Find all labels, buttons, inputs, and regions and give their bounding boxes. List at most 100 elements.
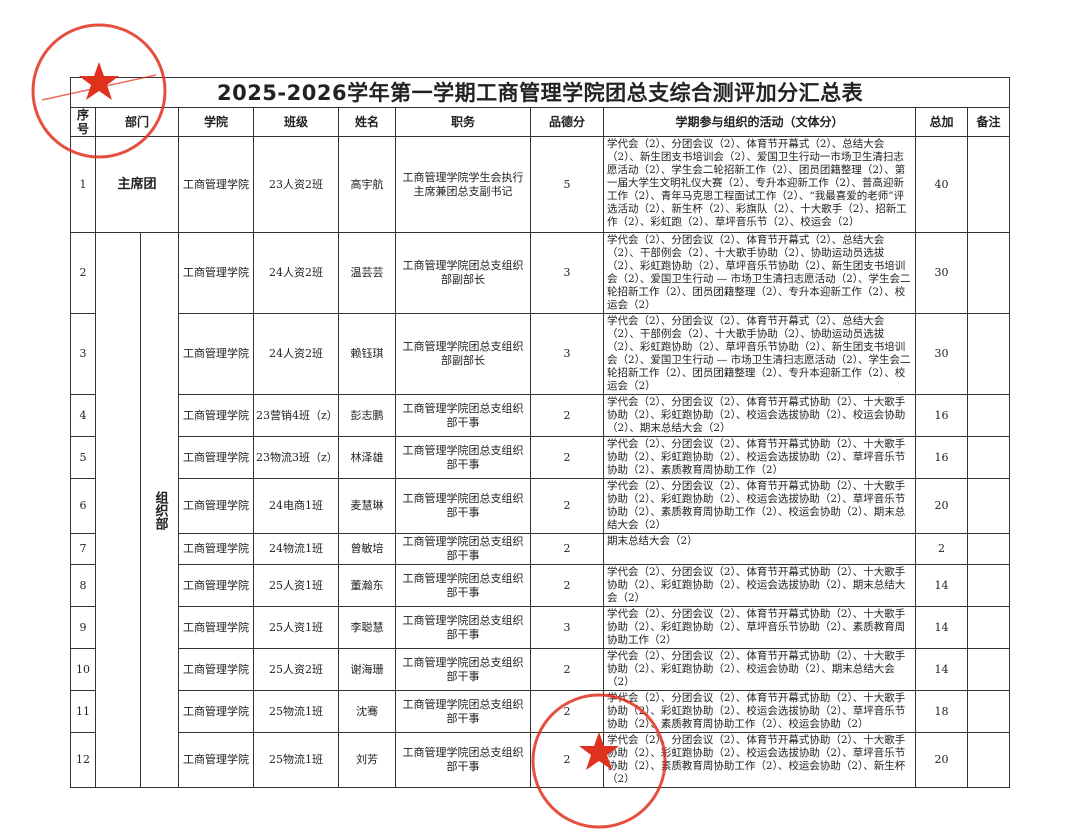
college-cell: 工商管理学院 [178,478,254,534]
activities-cell: 学代会（2）、分团会议（2）、体育节开幕式协助（2）、十大歌手协助（2）、彩虹跑… [603,564,916,607]
position-cell: 工商管理学院团总支组织部干事 [395,732,531,788]
position-cell: 工商管理学院团总支组织部干事 [395,648,531,691]
moral-score-cell: 3 [530,232,604,314]
remarks-cell [966,436,1011,479]
table-row: 10 工商管理学院 25人资2班 谢海珊 工商管理学院团总支组织部干事 2 学代会（2）、分… [70,648,1011,691]
position-cell: 工商管理学院团总支组织部干事 [395,533,531,565]
college-cell: 工商管理学院 [178,394,254,437]
total-cell: 18 [915,690,968,733]
total-cell: 20 [915,478,968,534]
class-cell: 24人资2班 [253,313,339,395]
remarks-cell [966,313,1011,395]
row-index: 8 [70,564,96,607]
moral-score-cell: 3 [530,606,604,649]
row-index: 2 [70,232,96,314]
college-cell: 工商管理学院 [178,606,254,649]
name-cell: 麦慧琳 [338,478,396,534]
name-cell: 沈骞 [338,690,396,733]
total-cell: 14 [915,648,968,691]
position-cell: 工商管理学院团总支组织部干事 [395,436,531,479]
header-total: 总加 [915,107,968,137]
activities-cell: 学代会（2）、分团会议（2）、体育节开幕式协助（2）、十大歌手协助（2）、彩虹跑… [603,436,916,479]
activities-cell: 学代会（2）、分团会议（2）、体育节开幕式协助（2）、十大歌手协助（2）、彩虹跑… [603,690,916,733]
name-cell: 高宇航 [338,136,396,233]
row-index: 12 [70,732,96,788]
header-name: 姓名 [338,107,396,137]
header-class: 班级 [253,107,339,137]
remarks-cell [966,648,1011,691]
name-cell: 董瀚东 [338,564,396,607]
position-cell: 工商管理学院团总支组织部干事 [395,606,531,649]
class-cell: 25物流1班 [253,732,339,788]
moral-score-cell: 2 [530,690,604,733]
name-cell: 刘芳 [338,732,396,788]
activities-cell: 学代会（2）、分团会议（2）、体育节开幕式协助（2）、十大歌手协助（2）、彩虹跑… [603,394,916,437]
activities-cell: 学代会（2）、分团会议（2）、体育节开幕式（2）、总结大会（2）、干部例会（2）… [603,313,916,395]
table-row: 6 工商管理学院 24电商1班 麦慧琳 工商管理学院团总支组织部干事 2 学代会（2）、分团… [70,478,1011,534]
row-index: 6 [70,478,96,534]
activities-cell: 学代会（2）、分团会议（2）、体育节开幕式（2）、总结大会（2）、干部例会（2）… [603,232,916,314]
class-cell: 25人资1班 [253,606,339,649]
college-cell: 工商管理学院 [178,690,254,733]
class-cell: 25人资1班 [253,564,339,607]
name-cell: 温芸芸 [338,232,396,314]
table-row: 1 主席团 工商管理学院 23人资2班 高宇航 工商管理学院学生会执行主席兼团总支副书记 5… [70,136,1011,233]
table-row: 12 工商管理学院 25物流1班 刘芳 工商管理学院团总支组织部干事 2 学代会（2）、分团… [70,732,1011,788]
college-cell: 工商管理学院 [178,533,254,565]
name-cell: 曾敏培 [338,533,396,565]
header-college: 学院 [178,107,254,137]
department-presidium: 主席团 [95,136,179,233]
total-cell: 30 [915,313,968,395]
college-cell: 工商管理学院 [178,136,254,233]
position-cell: 工商管理学院团总支组织部副部长 [395,232,531,314]
college-cell: 工商管理学院 [178,313,254,395]
total-cell: 16 [915,436,968,479]
row-index: 3 [70,313,96,395]
activities-cell: 学代会（2）、分团会议（2）、体育节开幕式协助（2）、十大歌手协助（2）、彩虹跑… [603,478,916,534]
college-cell: 工商管理学院 [178,564,254,607]
row-index: 4 [70,394,96,437]
header-index: 序号 [70,107,96,137]
remarks-cell [966,478,1011,534]
table-row: 3 工商管理学院 24人资2班 赖钰琪 工商管理学院团总支组织部副部长 3 学代会（2）、分… [70,313,1011,395]
total-cell: 2 [915,533,968,565]
college-cell: 工商管理学院 [178,436,254,479]
table-body: 1 主席团 工商管理学院 23人资2班 高宇航 工商管理学院学生会执行主席兼团总支副书记 5… [70,136,1011,788]
college-cell: 工商管理学院 [178,648,254,691]
remarks-cell [966,232,1011,314]
activities-cell: 期末总结大会（2） [603,533,916,565]
moral-score-cell: 5 [530,136,604,233]
class-cell: 25物流1班 [253,690,339,733]
row-index: 11 [70,690,96,733]
page-title: 2025-2026学年第一学期工商管理学院团总支综合测评加分汇总表 [69,77,1011,108]
position-cell: 工商管理学院学生会执行主席兼团总支副书记 [395,136,531,233]
position-cell: 工商管理学院团总支组织部干事 [395,690,531,733]
moral-score-cell: 2 [530,648,604,691]
total-cell: 14 [915,564,968,607]
table-row: 5 工商管理学院 23物流3班（z） 林泽雄 工商管理学院团总支组织部干事 2 学代会（2）… [70,436,1011,479]
name-cell: 彭志鹏 [338,394,396,437]
activities-cell: 学代会（2）、分团会议（2）、体育节开幕式（2）、总结大会（2）、新生团支书培训… [603,136,916,233]
header-row: 序号 部门 学院 班级 姓名 职务 品德分 学期参与组织的活动（文体分） 总加 … [70,107,1011,137]
class-cell: 23营销4班（z） [253,394,339,437]
remarks-cell [966,533,1011,565]
table-row: 11 工商管理学院 25物流1班 沈骞 工商管理学院团总支组织部干事 2 学代会（2）、分团… [70,690,1011,733]
moral-score-cell: 2 [530,394,604,437]
table-row: 2 组织部 工商管理学院 24人资2班 温芸芸 工商管理学院团总支组织部副部长 3 学代会（2… [70,232,1011,788]
activities-cell: 学代会（2）、分团会议（2）、体育节开幕式协助（2）、十大歌手协助（2）、彩虹跑… [603,732,916,788]
table-row: 8 工商管理学院 25人资1班 董瀚东 工商管理学院团总支组织部干事 2 学代会（2）、分团… [70,564,1011,607]
table-row: 4 工商管理学院 23营销4班（z） 彭志鹏 工商管理学院团总支组织部干事 2 学代会（2）… [70,394,1011,437]
position-cell: 工商管理学院团总支组织部干事 [395,394,531,437]
class-cell: 23物流3班（z） [253,436,339,479]
activities-cell: 学代会（2）、分团会议（2）、体育节开幕式协助（2）、十大歌手协助（2）、彩虹跑… [603,648,916,691]
row-index: 10 [70,648,96,691]
moral-score-cell: 2 [530,478,604,534]
total-cell: 16 [915,394,968,437]
name-cell: 林泽雄 [338,436,396,479]
moral-score-cell: 2 [530,564,604,607]
row-index: 1 [70,136,96,233]
activities-cell: 学代会（2）、分团会议（2）、体育节开幕式协助（2）、十大歌手协助（2）、彩虹跑… [603,606,916,649]
moral-score-cell: 3 [530,313,604,395]
college-cell: 工商管理学院 [178,732,254,788]
name-cell: 谢海珊 [338,648,396,691]
